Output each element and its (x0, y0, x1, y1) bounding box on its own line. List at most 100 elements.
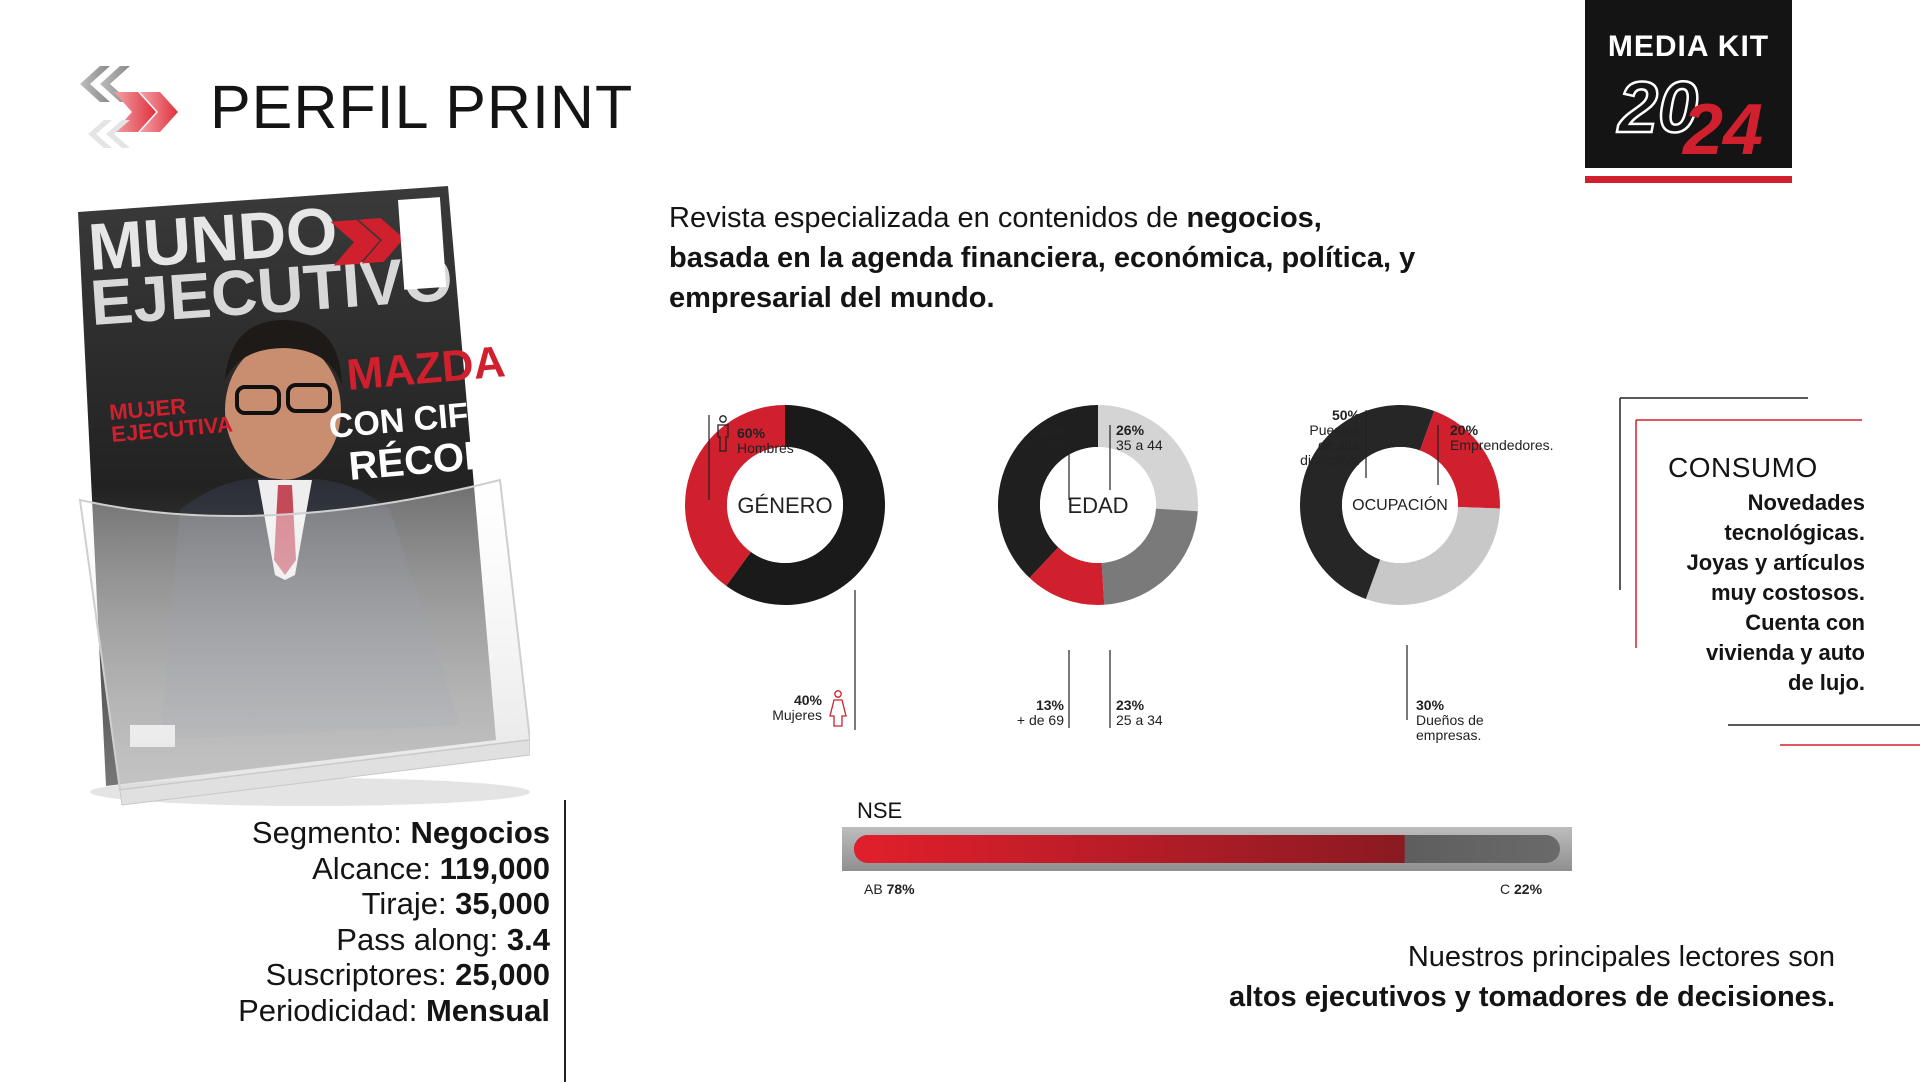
gender-chart-title: GÉNERO (737, 493, 833, 518)
label-puestos-text-2: de alta (1317, 437, 1360, 453)
label-hombres-pct: 60% (737, 425, 766, 441)
label-duenos: 30% Dueños de empresas. (1416, 698, 1484, 743)
nse-bar-chart (842, 827, 1572, 871)
donut-slice-25-a-34 (1101, 508, 1198, 605)
nse-c-text: C (1500, 881, 1514, 897)
consumo-line: Joyas y artículos (1686, 550, 1865, 575)
media-kit-badge: MEDIA KIT 20 24 (1585, 0, 1792, 168)
spec-label: Pass along: (336, 921, 507, 957)
spec-value: Negocios (410, 815, 550, 850)
label-mujeres-text: Mujeres (772, 707, 822, 723)
closing-line-1: Nuestros principales lectores son (1407, 941, 1835, 973)
donut-slice-35-a-44 (1098, 405, 1198, 512)
consumo-list: Novedades tecnológicas. Joyas y artículo… (1620, 488, 1865, 698)
label-hombres: 60% Hombres (737, 426, 794, 456)
donut-hole (727, 447, 843, 563)
donut-slice-emprendedores (1419, 411, 1500, 509)
label-duenos-pct: 30% (1416, 697, 1445, 713)
spec-row: Segmento: Negocios (150, 815, 550, 851)
media-kit-label: MEDIA KIT (1607, 30, 1770, 63)
spec-value: Mensual (425, 992, 550, 1028)
year-part-1: 20 (1616, 68, 1698, 148)
label-mujeres: 40% Mujeres (760, 693, 822, 723)
intro-bold-3: empresarial del mundo. (669, 282, 995, 314)
label-mujeres-pct: 40% (793, 692, 822, 708)
intro-plain: Revista especializada en contenidos de (669, 202, 1187, 234)
consumo-line: Cuenta con (1745, 610, 1865, 635)
magazine-specs: Segmento: Negocios Alcance: 119,000 Tira… (150, 815, 550, 1028)
label-edad-25-text: 25 a 34 (1116, 712, 1163, 728)
nse-ab-label: AB 78% (864, 881, 915, 897)
donut-slice-45-a-68 (998, 405, 1098, 578)
donut-slice-mujeres (685, 405, 785, 586)
consumo-title: CONSUMO (1668, 452, 1818, 483)
spec-row: Tiraje: 35,000 (150, 886, 550, 922)
spec-value: 35,000 (455, 886, 550, 921)
nse-title: NSE (857, 798, 903, 823)
man-icon (717, 415, 729, 452)
spec-row: Alcance: 119,000 (150, 851, 550, 887)
nse-c-pct: 22% (1514, 881, 1543, 897)
label-edad-45-pct: 38% (1035, 422, 1064, 438)
label-hombres-text: Hombres (737, 440, 794, 456)
occupation-chart-title: OCUPACIÓN (1352, 497, 1448, 514)
donut-slice-due-os-de-empresas (1365, 507, 1500, 605)
year-part-2: 24 (1681, 90, 1763, 162)
spec-label: Periodicidad: (238, 992, 426, 1028)
occupation-donut-chart (1300, 405, 1500, 605)
label-puestos-pct: 50% (1331, 407, 1360, 423)
consumo-line: tecnológicas. (1724, 520, 1865, 545)
label-edad-35-text: 35 a 44 (1116, 437, 1163, 453)
woman-icon (829, 690, 847, 727)
donut-slice-puestos-de-alta-direcci-n (1300, 405, 1435, 599)
label-puestos-text-3: dirección. (1300, 452, 1360, 468)
spec-value: 119,000 (439, 850, 550, 886)
donut-slice--de-69 (1029, 547, 1105, 605)
intro-bold-1: negocios, (1186, 202, 1322, 234)
spec-value: 3.4 (506, 921, 550, 957)
label-edad-45: 38% 45 a 68 (1000, 423, 1064, 453)
nse-ab-text: AB (864, 881, 887, 897)
spec-label: Segmento: (251, 815, 411, 850)
magazine-cover-image: MUNDO EJECUTIVO MAZDA CON CIFRAS RÉCORD … (78, 186, 530, 806)
label-edad-25-pct: 23% (1116, 697, 1145, 713)
consumo-line: muy costosos. (1710, 580, 1865, 605)
spec-row: Suscriptores: 25,000 (150, 957, 550, 993)
media-kit-underline (1585, 176, 1792, 183)
spec-row: Periodicidad: Mensual (150, 993, 550, 1029)
donut-slice-hombres (726, 405, 885, 605)
label-emprendedores-pct: 20% (1450, 422, 1479, 438)
closing-line-2: altos ejecutivos y tomadores de decision… (1229, 981, 1835, 1013)
closing-text: Nuestros principales lectores son altos … (1100, 937, 1835, 1017)
label-edad-45-text: 45 a 68 (1017, 437, 1064, 453)
gender-donut-chart (685, 405, 885, 605)
page-title: PERFIL PRINT (210, 73, 634, 141)
nse-c-label: C 22% (1500, 881, 1542, 897)
label-duenos-text-1: Dueños de (1416, 712, 1484, 728)
spec-label: Tiraje: (361, 886, 456, 921)
magazine-title-1: MUNDO (86, 193, 340, 284)
label-edad-69-text: + de 69 (1016, 712, 1064, 728)
label-edad-35-pct: 26% (1116, 422, 1145, 438)
donut-hole (1342, 447, 1458, 563)
label-puestos-text-1: Puestos (1309, 422, 1360, 438)
specs-divider (564, 800, 566, 1082)
spec-value: 25,000 (455, 957, 550, 992)
label-edad-25: 23% 25 a 34 (1116, 698, 1163, 728)
consumo-line: vivienda y auto (1706, 640, 1865, 665)
label-emprendedores: 20% Emprendedores. (1450, 423, 1554, 453)
label-edad-35: 26% 35 a 44 (1116, 423, 1163, 453)
consumo-line: de lujo. (1788, 670, 1865, 695)
consumo-line: Novedades (1747, 490, 1865, 515)
spec-label: Suscriptores: (265, 957, 456, 992)
chevron-logo-icon (80, 66, 178, 148)
spec-row: Pass along: 3.4 (150, 922, 550, 958)
intro-text: Revista especializada en contenidos de n… (669, 198, 1489, 318)
label-edad-69: 13% + de 69 (1000, 698, 1064, 728)
intro-bold-2: basada en la agenda financiera, económic… (669, 242, 1416, 274)
label-edad-69-pct: 13% (1035, 697, 1064, 713)
label-emprendedores-text: Emprendedores. (1450, 437, 1554, 453)
spec-label: Alcance: (312, 850, 440, 886)
